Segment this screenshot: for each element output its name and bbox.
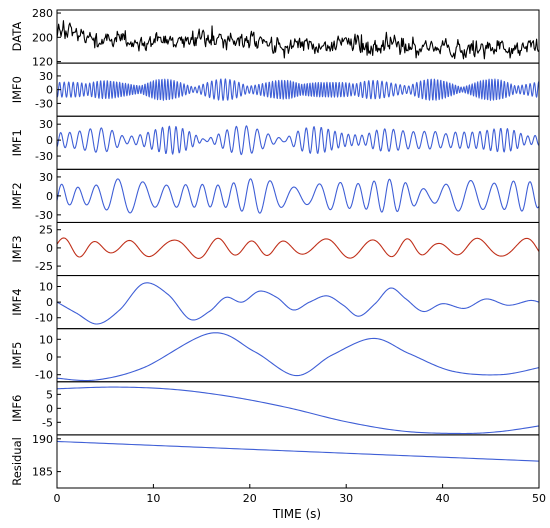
x-axis-label: TIME (s) bbox=[272, 507, 321, 521]
x-tick-label: 30 bbox=[339, 492, 353, 505]
y-tick-label: 0 bbox=[46, 242, 53, 255]
panel-imf5: -10 0 10 IMF5 bbox=[10, 328, 540, 383]
x-tick-label: 10 bbox=[146, 492, 160, 505]
panel-residual: 185 190 Residual bbox=[10, 433, 540, 489]
panel-label-imf5: IMF5 bbox=[10, 342, 24, 369]
panel-frame bbox=[56, 381, 540, 436]
series-line-imf4 bbox=[57, 282, 539, 325]
panel-label-imf6: IMF6 bbox=[10, 395, 24, 422]
panel-imf1: -30 0 30 IMF1 bbox=[10, 115, 540, 170]
panel-imf6: -505 IMF6 bbox=[10, 381, 540, 436]
y-tick-label: 0 bbox=[46, 84, 53, 97]
panel-imf4: -10 0 10 IMF4 bbox=[10, 275, 540, 330]
panel-imf3: -25 0 25 IMF3 bbox=[10, 221, 540, 277]
y-tick-label: 120 bbox=[32, 56, 53, 69]
y-tick-label: 10 bbox=[39, 333, 53, 346]
series-line-residual bbox=[57, 440, 539, 462]
x-tick-label: 20 bbox=[243, 492, 257, 505]
series-line-imf6 bbox=[57, 386, 539, 435]
panel-imf2: -30 0 30 IMF2 bbox=[10, 168, 540, 223]
panel-frame bbox=[56, 275, 540, 330]
y-tick-label: 5 bbox=[46, 388, 53, 401]
y-tick-label: -30 bbox=[35, 97, 53, 110]
x-tick-label: 40 bbox=[436, 492, 450, 505]
panel-label-data: DATA bbox=[10, 22, 24, 52]
x-tick-label: 50 bbox=[532, 492, 546, 505]
panel-label-imf4: IMF4 bbox=[10, 288, 24, 315]
y-tick-label: 25 bbox=[39, 224, 53, 237]
y-tick-label: 0 bbox=[46, 351, 53, 364]
y-tick-label: 30 bbox=[39, 70, 53, 83]
panel-label-imf3: IMF3 bbox=[10, 235, 24, 262]
y-tick-label: -10 bbox=[35, 312, 53, 325]
panel-data: 120 200 280 DATA bbox=[10, 7, 540, 69]
panel-label-imf0: IMF0 bbox=[10, 76, 24, 103]
y-tick-label: 200 bbox=[32, 31, 53, 44]
y-tick-label: 0 bbox=[46, 134, 53, 147]
series-line-imf0 bbox=[57, 78, 539, 101]
x-axis: 0 10 20 30 40 50 bbox=[54, 484, 546, 505]
y-tick-label: 0 bbox=[46, 402, 53, 415]
panel-frame bbox=[56, 434, 540, 489]
y-tick-label: 280 bbox=[32, 7, 53, 20]
x-tick-label: 0 bbox=[54, 492, 61, 505]
series-line-imf3 bbox=[57, 237, 539, 259]
y-tick-label: -5 bbox=[42, 416, 53, 429]
series-line-imf2 bbox=[57, 178, 539, 214]
y-tick-label: 0 bbox=[46, 296, 53, 309]
y-tick-label: 30 bbox=[39, 118, 53, 131]
panel-label-residual: Residual bbox=[10, 437, 24, 486]
series-line-imf1 bbox=[57, 125, 539, 156]
panel-frame bbox=[56, 221, 540, 277]
series-line-data bbox=[57, 20, 539, 60]
panel-frame bbox=[56, 168, 540, 223]
y-tick-label: -10 bbox=[35, 369, 53, 382]
y-tick-label: 190 bbox=[32, 433, 53, 446]
y-tick-label: -25 bbox=[35, 260, 53, 273]
y-tick-label: 185 bbox=[32, 466, 53, 479]
y-tick-label: 10 bbox=[39, 280, 53, 293]
panels: 120200280DATA-30030IMF0-30030IMF1-30030I… bbox=[10, 7, 540, 489]
series-line-imf5 bbox=[57, 332, 539, 382]
y-tick-label: -30 bbox=[35, 209, 53, 222]
y-tick-label: 30 bbox=[39, 171, 53, 184]
panel-label-imf2: IMF2 bbox=[10, 182, 24, 209]
panel-label-imf1: IMF1 bbox=[10, 129, 24, 156]
y-tick-label: 0 bbox=[46, 190, 53, 203]
y-tick-label: -30 bbox=[35, 150, 53, 163]
